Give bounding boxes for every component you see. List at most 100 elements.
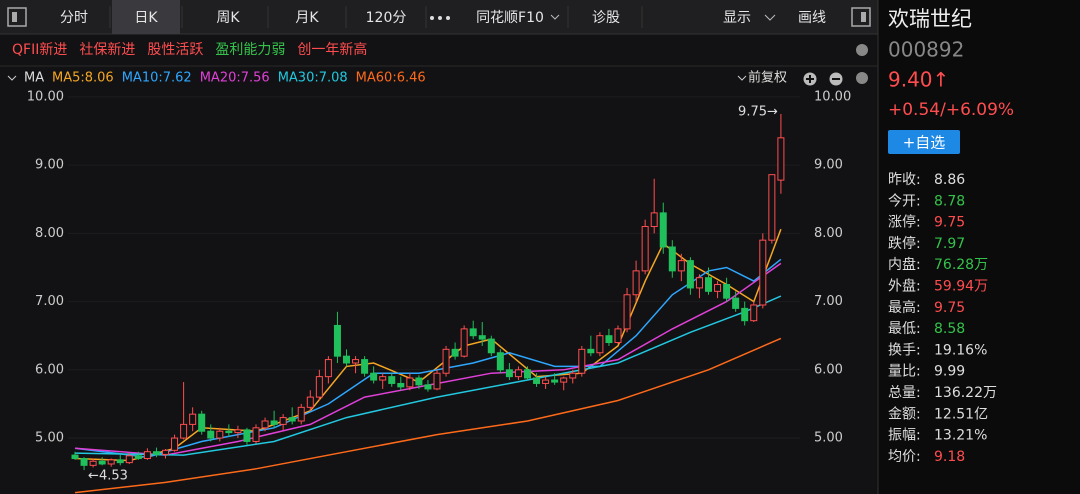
candle-body (397, 382, 405, 388)
candle-body (433, 372, 441, 390)
candle-body (533, 377, 541, 384)
quote-value: 59.94万 (934, 279, 988, 295)
candle-body (650, 212, 658, 228)
tab[interactable]: 同花顺F10 (476, 10, 544, 26)
legend-entry: MA10:7.62 (122, 71, 192, 86)
candle-body (641, 226, 649, 272)
tag[interactable]: 股性活跃 (147, 42, 203, 58)
candle-body (705, 277, 712, 292)
candle-body (668, 246, 676, 272)
candle-body (234, 429, 242, 434)
adjust-label[interactable]: 前复权 (748, 70, 787, 86)
sidebar-icon-part (12, 12, 17, 22)
candle-body (333, 324, 341, 357)
y-tick-label-right: 6.00 (814, 362, 843, 377)
tab[interactable]: 显示 (723, 10, 751, 26)
candle-body (361, 359, 369, 374)
candle-body (741, 307, 749, 322)
candle-body (379, 376, 387, 381)
tag[interactable]: 社保新进 (79, 42, 135, 58)
stock-name: 欢瑞世纪 (888, 7, 972, 31)
candle-body (116, 459, 124, 464)
watch-button-label[interactable]: +自选 (903, 134, 946, 152)
candle-body (279, 417, 287, 425)
tag[interactable]: QFII新进 (12, 42, 67, 58)
y-tick-label-right: 7.00 (814, 294, 843, 309)
candle-body (460, 328, 468, 357)
ma-toggle[interactable] (7, 75, 17, 81)
quote-label: 最高: (888, 299, 921, 316)
quote-value: 8.58 (934, 321, 965, 337)
watch-button[interactable] (888, 130, 960, 154)
candle-body (162, 449, 169, 455)
candle-body (288, 417, 296, 422)
quote-label: 外盘: (888, 278, 921, 295)
tab[interactable]: 日K (134, 10, 158, 26)
candle-body (171, 437, 179, 451)
candle-body (759, 239, 767, 306)
candle-body (107, 459, 115, 465)
quote-label: 内盘: (888, 256, 921, 273)
tag[interactable]: 盈利能力弱 (215, 42, 285, 58)
candle-body (632, 270, 640, 296)
tab[interactable]: 周K (216, 10, 240, 26)
panel-icon[interactable] (851, 7, 871, 27)
y-tick-label-right: 8.00 (814, 226, 843, 241)
candle-body (98, 460, 106, 465)
tab[interactable]: 画线 (798, 10, 826, 26)
zoom-signs (806, 75, 840, 83)
tab[interactable]: 月K (295, 10, 319, 26)
tab[interactable]: 120分 (366, 10, 407, 26)
quote-label: 总量: (888, 385, 921, 401)
tag[interactable]: 创一年新高 (297, 41, 367, 58)
y-tick-label: 8.00 (35, 226, 64, 241)
candle-body (732, 297, 740, 309)
y-tick-label-right: 10.00 (814, 89, 851, 104)
candle-body (560, 377, 568, 383)
candle-body (216, 430, 224, 439)
candle-body (243, 429, 251, 442)
panel-icon-part (861, 12, 866, 22)
candle-body (388, 376, 396, 384)
sidebar-icon[interactable] (7, 7, 27, 27)
candle-body (370, 372, 378, 381)
candle-body (89, 460, 97, 466)
candle-body (750, 304, 758, 322)
tab-selected-bg (112, 0, 180, 34)
tab[interactable]: 诊股 (592, 10, 620, 26)
candle-body (777, 137, 785, 181)
ma-label: MA (24, 71, 44, 86)
y-tick-label: 9.00 (35, 158, 64, 173)
quote-label: 振幅: (888, 428, 921, 444)
quote-value: 8.86 (934, 172, 965, 188)
candle-body (605, 335, 613, 344)
candle-body (596, 335, 604, 354)
annotation: ←4.53 (88, 469, 128, 484)
adjust-toggle[interactable] (737, 75, 747, 81)
quote-value: 12.51亿 (934, 406, 988, 422)
candle-body (496, 352, 504, 371)
candle-body (469, 328, 477, 337)
y-tick-label: 7.00 (35, 294, 64, 309)
candle-body (569, 372, 577, 379)
candle-body (442, 348, 450, 374)
candle-body (514, 369, 522, 378)
quote-value: 9.99 (934, 364, 965, 380)
candle-body (551, 379, 559, 383)
candle-body (768, 174, 776, 241)
y-tick-label-right: 5.00 (814, 431, 843, 446)
candle-body (524, 369, 531, 379)
candle-body (134, 455, 142, 460)
candle-body (614, 328, 622, 344)
y-tick-label: 5.00 (35, 431, 64, 446)
stock-change: +0.54/+6.09% (888, 100, 1014, 120)
candle-body (659, 212, 667, 248)
candle-body (207, 430, 215, 439)
tab[interactable]: 分时 (60, 10, 88, 26)
more-dots[interactable] (430, 16, 450, 20)
candle-body (261, 420, 269, 429)
candle-body (415, 377, 423, 386)
legend-entry: MA5:8.06 (52, 71, 114, 86)
candle-body (324, 359, 332, 378)
